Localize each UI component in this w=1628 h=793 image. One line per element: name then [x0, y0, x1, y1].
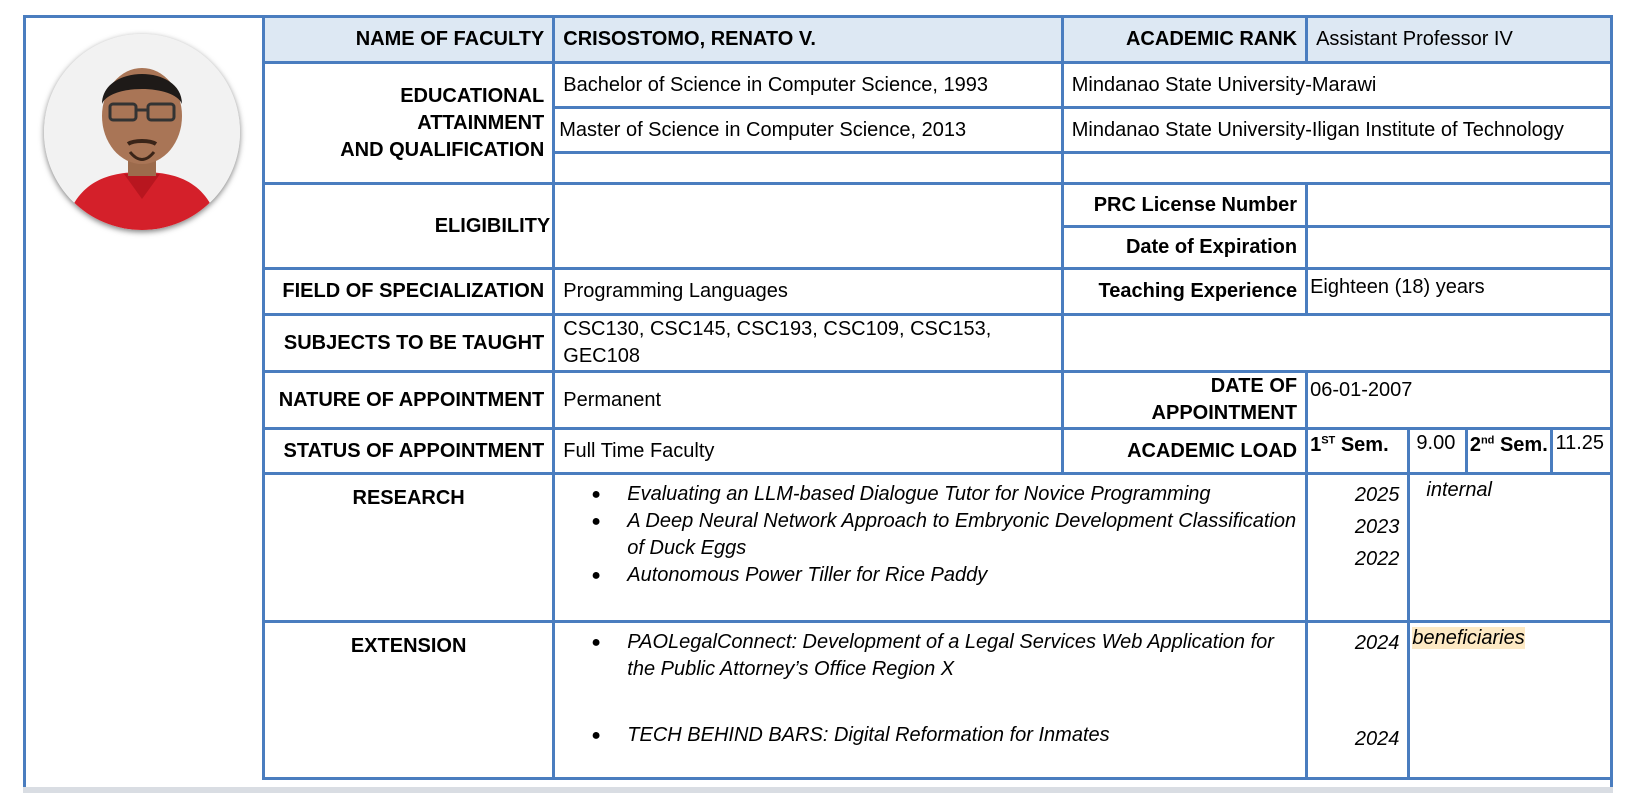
status-value: Full Time Faculty — [552, 427, 1064, 475]
date-appointment-value: 06-01-2007 — [1305, 370, 1613, 430]
eligibility-value — [552, 182, 1064, 270]
extension-row: EXTENSION PAOLegalConnect: Development o… — [261, 620, 1613, 780]
research-year: 2022 — [1354, 548, 1400, 570]
subjects-row: SUBJECTS TO BE TAUGHT CSC130, CSC145, CS… — [261, 313, 1614, 373]
faculty-info-table: NAME OF FACULTY CRISOSTOMO, RENATO V. AC… — [261, 15, 1614, 780]
eligibility-row-1: ELIGIBILITY PRC License Number — [261, 182, 1613, 270]
research-item: Autonomous Power Tiller for Rice Paddy — [591, 562, 1297, 589]
sem1-label: 1ST Sem. — [1305, 427, 1411, 475]
research-note: internal — [1407, 472, 1613, 623]
nature-value: Permanent — [552, 370, 1064, 430]
extension-list: PAOLegalConnect: Development of a Legal … — [563, 629, 1297, 749]
education-label: EDUCATIONAL ATTAINMENT AND QUALIFICATION — [261, 61, 556, 185]
extension-item: PAOLegalConnect: Development of a Legal … — [591, 629, 1297, 683]
sem1-value: 9.00 — [1407, 427, 1468, 475]
sem2-num: 2 — [1469, 434, 1481, 456]
extension-label: EXTENSION — [261, 620, 556, 780]
name-row: NAME OF FACULTY CRISOSTOMO, RENATO V. AC… — [261, 15, 1613, 64]
specialization-value: Programming Languages — [552, 267, 1064, 316]
education-row-2: Master of Science in Computer Science, 2… — [264, 106, 1614, 154]
name-label: NAME OF FACULTY — [261, 15, 556, 64]
status-label: STATUS OF APPOINTMENT — [261, 427, 556, 475]
education-degree-3 — [552, 151, 1064, 185]
education-degree-1: Bachelor of Science in Computer Science,… — [552, 61, 1064, 109]
extension-years: 2024 2024 — [1305, 620, 1411, 780]
education-school-2: Mindanao State University-Iligan Institu… — [1060, 106, 1614, 154]
faculty-name: CRISOSTOMO, RENATO V. — [552, 15, 1064, 64]
prc-license-label: PRC License Number — [1060, 182, 1309, 228]
extension-item: TECH BEHIND BARS: Digital Reformation fo… — [591, 722, 1297, 749]
research-row: RESEARCH Evaluating an LLM-based Dialogu… — [261, 472, 1613, 623]
bottom-strip — [23, 787, 1613, 793]
research-years: 2025 2023 2022 — [1305, 472, 1411, 623]
education-school-1: Mindanao State University-Marawi — [1060, 61, 1614, 109]
subjects-label: SUBJECTS TO BE TAUGHT — [261, 313, 556, 373]
research-item: A Deep Neural Network Approach to Embryo… — [591, 508, 1297, 562]
sem2-text: Sem. — [1494, 434, 1548, 456]
education-school-3 — [1060, 151, 1614, 185]
eligibility-label: ELIGIBILITY — [261, 182, 556, 270]
sem1-text: Sem. — [1335, 434, 1389, 456]
research-list-cell: Evaluating an LLM-based Dialogue Tutor f… — [552, 472, 1309, 623]
sem1-num: 1 — [1310, 434, 1322, 456]
education-row-3 — [264, 151, 1614, 185]
faculty-photo — [44, 34, 240, 230]
sem2-label: 2nd Sem. — [1464, 427, 1554, 475]
nature-row: NATURE OF APPOINTMENT Permanent DATE OF … — [261, 370, 1613, 430]
extension-year: 2024 — [1354, 632, 1400, 654]
eligibility-row-2: Date of Expiration — [264, 225, 1613, 270]
sem2-value: 11.25 — [1550, 427, 1613, 475]
specialization-label: FIELD OF SPECIALIZATION — [261, 267, 556, 316]
specialization-row: FIELD OF SPECIALIZATION Programming Lang… — [261, 267, 1613, 316]
education-row-1: EDUCATIONAL ATTAINMENT AND QUALIFICATION… — [261, 61, 1614, 185]
rank-label: ACADEMIC RANK — [1060, 15, 1309, 64]
academic-rank: Assistant Professor IV — [1305, 15, 1613, 64]
sem2-sup: nd — [1480, 434, 1495, 447]
research-year: 2025 — [1354, 484, 1400, 506]
date-appointment-label: DATE OF APPOINTMENT — [1060, 370, 1309, 430]
sem1-sup: ST — [1321, 434, 1336, 447]
research-item: Evaluating an LLM-based Dialogue Tutor f… — [591, 481, 1297, 508]
subjects-extra — [1060, 313, 1614, 373]
research-label: RESEARCH — [261, 472, 556, 623]
education-label-line1: EDUCATIONAL ATTAINMENT — [400, 84, 545, 134]
status-row: STATUS OF APPOINTMENT Full Time Faculty … — [261, 427, 1613, 475]
experience-label: Teaching Experience — [1060, 267, 1309, 316]
extension-list-cell: PAOLegalConnect: Development of a Legal … — [552, 620, 1309, 780]
nature-label: NATURE OF APPOINTMENT — [261, 370, 556, 430]
load-label: ACADEMIC LOAD — [1060, 427, 1309, 475]
extension-note: beneficiaries — [1412, 627, 1525, 649]
expiration-value — [1305, 225, 1613, 270]
research-year: 2023 — [1354, 516, 1400, 538]
extension-note-cell: beneficiaries — [1407, 620, 1613, 780]
experience-value: Eighteen (18) years — [1305, 267, 1613, 316]
expiration-label: Date of Expiration — [1060, 225, 1309, 270]
prc-license-value — [1305, 182, 1613, 228]
subjects-value: CSC130, CSC145, CSC193, CSC109, CSC153, … — [552, 313, 1064, 373]
extension-year: 2024 — [1354, 728, 1400, 750]
research-list: Evaluating an LLM-based Dialogue Tutor f… — [563, 481, 1297, 589]
education-label-line2: AND QUALIFICATION — [340, 138, 545, 161]
education-degree-2: Master of Science in Computer Science, 2… — [552, 106, 1064, 154]
